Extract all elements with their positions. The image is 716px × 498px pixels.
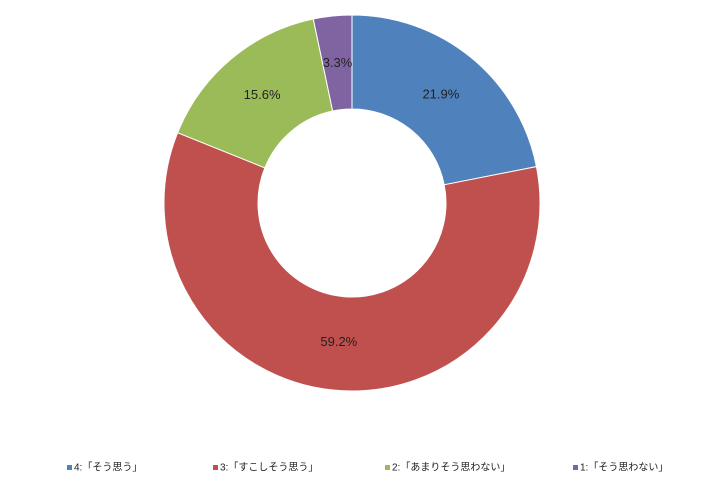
donut-slice [312, 14, 353, 112]
legend-label: 1:「そう思わない」 [580, 462, 668, 474]
legend-label: 2:「あまりそう思わない」 [392, 462, 510, 474]
legend-swatch [213, 465, 218, 470]
data-label: 15.6% [244, 87, 281, 102]
donut-slice [176, 18, 334, 169]
data-label: 59.2% [320, 334, 357, 349]
data-label: 21.9% [422, 86, 459, 101]
legend-label: 3:「すこしそう思う」 [220, 462, 318, 474]
data-label: 3.3% [323, 55, 353, 70]
legend-swatch [385, 465, 390, 470]
legend-label: 4:「そう思う」 [74, 462, 142, 474]
donut-slice [163, 132, 541, 392]
donut-slice [351, 14, 538, 186]
legend-swatch [67, 465, 72, 470]
legend-swatch [573, 465, 578, 470]
